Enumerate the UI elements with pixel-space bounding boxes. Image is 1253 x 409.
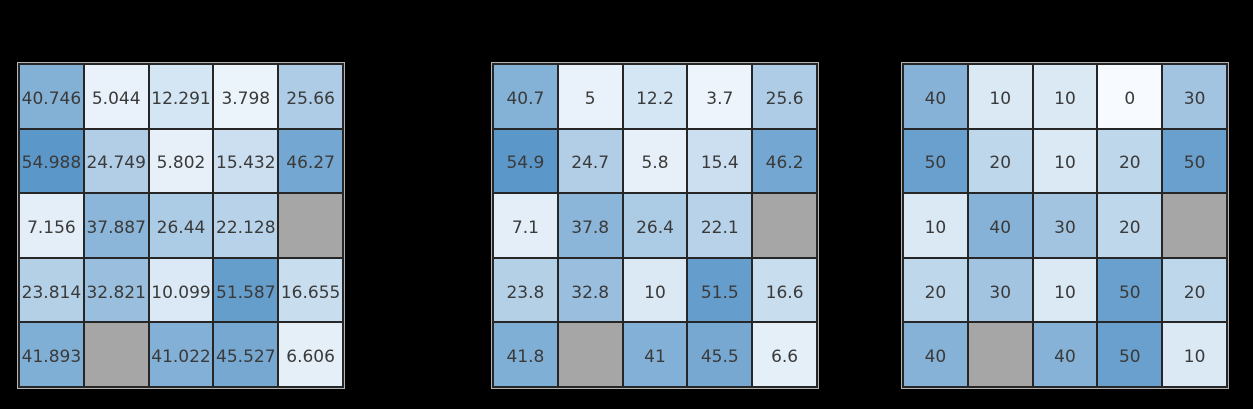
heatmap-cell: 37.8	[558, 194, 622, 257]
heatmap-cell: 26.4	[623, 194, 687, 257]
heatmap-cell: 12.2	[623, 65, 687, 128]
heatmap-cell: 22.1	[688, 194, 752, 257]
heatmap-cell: 10	[1033, 129, 1097, 193]
heatmap-cell: 6.6	[753, 323, 816, 386]
heatmap-cell: 0	[1098, 65, 1162, 128]
heatmap-values-3-decimals: 40.746 5.044 12.291 3.798 25.66 54.988 24.749 5…	[17, 62, 345, 389]
heatmap-cell	[753, 194, 816, 257]
heatmap-cell: 15.4	[688, 129, 752, 193]
heatmap-cell: 46.27	[279, 129, 342, 193]
heatmap-cell: 10	[1033, 258, 1097, 322]
heatmap-cell: 20	[1098, 194, 1162, 257]
heatmap-cell: 20	[904, 258, 967, 322]
heatmap-cell: 46.2	[753, 129, 816, 193]
heatmap-cell: 7.156	[20, 194, 83, 257]
heatmap-cell: 40.7	[494, 65, 557, 128]
heatmap-cell: 22.128	[214, 194, 278, 257]
heatmap-cell: 16.6	[753, 258, 816, 322]
heatmap-cell	[279, 194, 342, 257]
heatmap-cell: 10	[904, 194, 967, 257]
heatmap-cell: 20	[1098, 129, 1162, 193]
heatmap-cell: 23.814	[20, 258, 83, 322]
heatmap-values-1-decimal: 40.7 5 12.2 3.7 25.6 54.9 24.7 5.8 15.4 46.2 7.1 37…	[491, 62, 819, 389]
heatmap-cell: 40	[904, 65, 967, 128]
heatmap-cell: 41.8	[494, 323, 557, 386]
heatmap-cell: 5.044	[84, 65, 148, 128]
heatmap-cell: 50	[1098, 323, 1162, 386]
heatmap-cell: 40	[968, 194, 1032, 257]
heatmap-cell: 54.988	[20, 129, 83, 193]
heatmap-cell: 54.9	[494, 129, 557, 193]
heatmap-cell: 45.5	[688, 323, 752, 386]
heatmap-cell: 26.44	[149, 194, 213, 257]
heatmap-cell: 20	[968, 129, 1032, 193]
heatmap-cell: 41.022	[149, 323, 213, 386]
heatmap-cell: 51.5	[688, 258, 752, 322]
heatmap-values-nearest-ten: 40 10 10 0 30 50 20 10 20 50 10 40 30 20 20 30 10 50 20 40 4…	[901, 62, 1229, 389]
heatmap-cell: 51.587	[214, 258, 278, 322]
heatmap-cell: 32.8	[558, 258, 622, 322]
heatmap-cell	[968, 323, 1032, 386]
heatmap-cell: 30	[1033, 194, 1097, 257]
heatmap-cell: 25.66	[279, 65, 342, 128]
heatmap-cell: 3.798	[214, 65, 278, 128]
heatmap-cell: 10	[1033, 65, 1097, 128]
heatmap-cell: 5.802	[149, 129, 213, 193]
heatmap-cell: 10	[623, 258, 687, 322]
heatmap-cell: 7.1	[494, 194, 557, 257]
heatmap-cell: 45.527	[214, 323, 278, 386]
heatmap-cell: 41.893	[20, 323, 83, 386]
heatmap-cell: 5.8	[623, 129, 687, 193]
heatmap-cell: 24.749	[84, 129, 148, 193]
heatmap-cell: 6.606	[279, 323, 342, 386]
heatmap-cell	[1163, 194, 1226, 257]
heatmap-cell: 25.6	[753, 65, 816, 128]
heatmap-cell: 50	[904, 129, 967, 193]
heatmap-cell: 40.746	[20, 65, 83, 128]
heatmap-cell: 20	[1163, 258, 1226, 322]
heatmap-cell: 30	[968, 258, 1032, 322]
heatmap-cell: 24.7	[558, 129, 622, 193]
heatmap-cell: 10	[968, 65, 1032, 128]
heatmap-cell: 3.7	[688, 65, 752, 128]
heatmap-cell: 5	[558, 65, 622, 128]
heatmap-cell	[558, 323, 622, 386]
heatmap-cell: 30	[1163, 65, 1226, 128]
heatmap-cell: 50	[1098, 258, 1162, 322]
heatmap-cell: 12.291	[149, 65, 213, 128]
heatmap-cell: 40	[1033, 323, 1097, 386]
heatmap-cell: 50	[1163, 129, 1226, 193]
heatmap-cell: 16.655	[279, 258, 342, 322]
heatmap-cell: 40	[904, 323, 967, 386]
heatmap-cell: 10.099	[149, 258, 213, 322]
heatmap-cell: 15.432	[214, 129, 278, 193]
heatmap-cell: 32.821	[84, 258, 148, 322]
heatmap-cell: 10	[1163, 323, 1226, 386]
heatmap-cell: 41	[623, 323, 687, 386]
heatmap-cell: 37.887	[84, 194, 148, 257]
heatmap-cell: 23.8	[494, 258, 557, 322]
heatmap-cell	[84, 323, 148, 386]
